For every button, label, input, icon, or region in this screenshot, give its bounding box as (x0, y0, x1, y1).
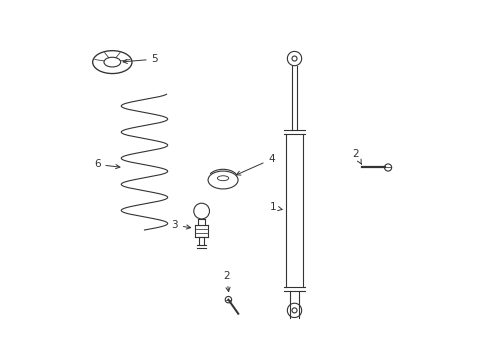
Text: 2: 2 (223, 271, 229, 292)
Text: 1: 1 (269, 202, 282, 212)
Text: 5: 5 (123, 54, 158, 64)
Text: 3: 3 (171, 220, 190, 230)
Text: 4: 4 (236, 154, 274, 175)
Text: 2: 2 (352, 149, 361, 164)
Text: 6: 6 (94, 159, 120, 170)
